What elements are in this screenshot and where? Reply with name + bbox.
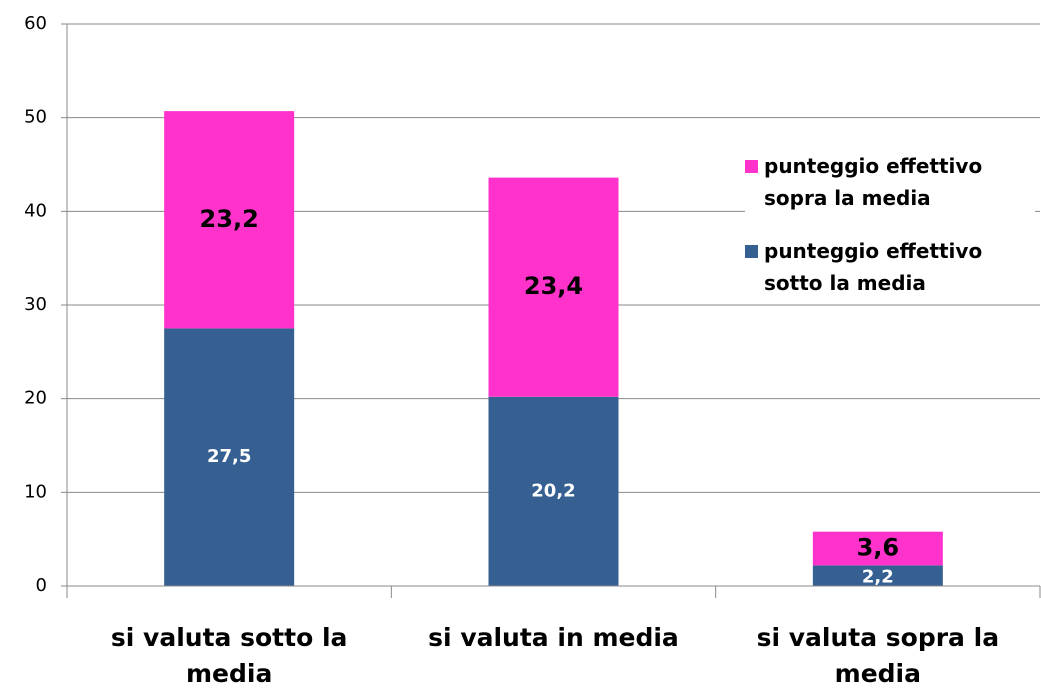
bar-segment: [164, 328, 295, 586]
value-label: 23,2: [200, 205, 259, 233]
bar-segment: [812, 565, 943, 586]
y-tick-label: 50: [24, 107, 47, 128]
value-label: 20,2: [531, 480, 575, 501]
legend-swatch: [745, 160, 758, 173]
y-tick-label: 0: [36, 575, 47, 596]
legend-item: punteggio effettivo sopra la media: [745, 150, 1035, 214]
value-label: 2,2: [862, 567, 894, 588]
value-label: 3,6: [857, 534, 900, 562]
y-tick-label: 40: [24, 200, 47, 221]
x-tick-label: si valuta sopra la media: [756, 623, 1000, 688]
legend-swatch: [745, 245, 758, 258]
bar-segment: [488, 177, 619, 397]
value-label: 23,4: [524, 272, 583, 300]
y-tick-label: 30: [24, 294, 47, 315]
bar-segment: [488, 396, 619, 586]
x-tick-label: si valuta sotto la media: [110, 623, 348, 688]
bar-segment: [812, 531, 943, 566]
legend-label: punteggio effettivo sopra la media: [764, 154, 983, 210]
y-tick-label: 10: [24, 481, 47, 502]
legend-item: punteggio effettivo sotto la media: [745, 235, 1035, 299]
legend-label: punteggio effettivo sotto la media: [764, 239, 983, 295]
value-label: 27,5: [207, 446, 251, 467]
y-tick-label: 20: [24, 388, 47, 409]
y-tick-label: 60: [24, 13, 47, 34]
bar-segment: [164, 111, 295, 329]
x-tick-label: si valuta in media: [428, 623, 679, 652]
